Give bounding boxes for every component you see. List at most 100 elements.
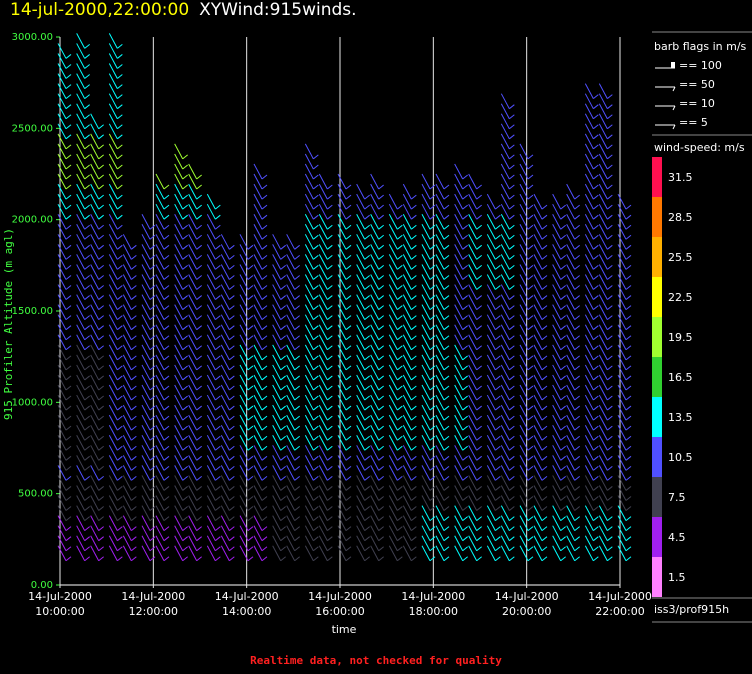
wind-barb <box>108 274 123 290</box>
barb-flag <box>378 465 384 471</box>
wind-barb <box>356 455 370 471</box>
barb-flag <box>429 546 436 552</box>
barb-staff <box>617 344 627 361</box>
barb-staff <box>617 495 627 511</box>
barb-flag <box>443 265 450 270</box>
barb-flag <box>196 435 202 441</box>
barb-staff <box>468 244 478 260</box>
barb-staff <box>519 163 529 180</box>
barb-staff <box>253 404 263 421</box>
barb-staff <box>486 505 496 521</box>
wind-barb <box>519 505 534 521</box>
wind-barb <box>486 455 501 471</box>
barb-staff <box>566 515 576 531</box>
barb-staff <box>468 264 478 280</box>
wind-barb <box>286 525 300 542</box>
wind-barb <box>337 284 352 300</box>
barb-staff <box>356 284 366 300</box>
wind-barb <box>272 384 286 401</box>
barb-flag <box>509 405 515 411</box>
barb-flag <box>182 224 188 230</box>
wind-barb <box>370 535 384 552</box>
wind-barb <box>533 445 548 461</box>
barb-staff <box>122 485 132 501</box>
barb-staff <box>122 515 132 531</box>
barb-flag <box>593 204 599 210</box>
wind-barb <box>141 354 156 371</box>
barb-staff <box>318 213 328 230</box>
barb-flag <box>593 536 599 542</box>
barb-flag <box>294 415 300 421</box>
wind-barb <box>500 354 515 371</box>
barb-staff <box>552 304 562 320</box>
barb-flag <box>462 295 468 300</box>
x-tick-label-time: 18:00:00 <box>409 605 458 618</box>
wind-barb <box>584 445 599 461</box>
barb-staff <box>435 254 445 270</box>
quality-warning: Realtime data, not checked for quality <box>250 654 502 667</box>
barb-flag <box>65 325 72 331</box>
wind-barb <box>318 515 333 532</box>
wind-barb <box>421 384 436 401</box>
barb-staff <box>468 314 478 330</box>
barb-flag <box>541 415 548 421</box>
barb-flag <box>84 154 90 160</box>
barb-flag <box>345 244 352 250</box>
barb-staff <box>598 465 608 481</box>
wind-barb <box>519 394 534 411</box>
barb-flag <box>625 254 632 260</box>
barb-flag <box>294 546 300 552</box>
barb-flag <box>247 425 254 431</box>
wind-barb <box>500 465 515 481</box>
barb-flag <box>98 395 104 401</box>
barb-staff <box>57 53 67 69</box>
barb-flag <box>429 365 436 371</box>
barb-flag <box>215 385 221 391</box>
wind-barb <box>370 213 384 230</box>
wind-barb <box>108 103 123 120</box>
barb-staff <box>272 284 282 300</box>
barb-flag <box>443 244 450 250</box>
barb-flag <box>84 184 90 190</box>
barb-flag <box>84 144 90 150</box>
barb-staff <box>141 535 151 551</box>
wind-barb <box>272 254 286 270</box>
barb-flag <box>215 486 221 491</box>
barb-flag <box>593 325 599 331</box>
barb-flag <box>378 486 384 491</box>
barb-staff <box>468 304 478 320</box>
wind-barb <box>435 495 450 511</box>
barb-flag <box>443 214 450 220</box>
barb-flag <box>196 265 202 270</box>
barb-flag <box>625 224 632 230</box>
barb-flag <box>411 455 417 461</box>
barb-flag <box>313 275 319 280</box>
wind-barb <box>239 244 254 260</box>
barb-staff <box>566 304 576 320</box>
barb-flag <box>163 224 170 230</box>
barb-staff <box>356 394 366 411</box>
barb-staff <box>519 424 529 441</box>
barb-staff <box>486 264 496 280</box>
wind-barb <box>402 515 417 532</box>
wind-barb <box>500 394 515 411</box>
barb-flag <box>280 455 286 461</box>
barb-flag <box>527 345 534 351</box>
barb-staff <box>155 424 165 441</box>
wind-barb <box>318 545 333 562</box>
barb-flag <box>327 204 333 210</box>
barb-flag <box>527 184 534 190</box>
wind-barb <box>318 485 333 501</box>
barb-staff <box>108 284 118 300</box>
barb-staff <box>566 404 576 421</box>
wind-barb <box>500 203 515 220</box>
barb-staff <box>533 264 543 280</box>
wind-barb <box>174 465 188 481</box>
barb-staff <box>584 103 594 119</box>
barb-flag <box>65 486 72 491</box>
barb-staff <box>272 475 282 491</box>
barb-staff <box>598 294 608 310</box>
barb-staff <box>206 424 216 441</box>
wind-barb <box>435 183 450 200</box>
